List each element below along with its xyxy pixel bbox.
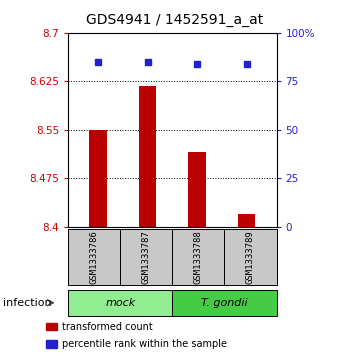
- Text: GDS4941 / 1452591_a_at: GDS4941 / 1452591_a_at: [86, 13, 264, 27]
- Text: percentile rank within the sample: percentile rank within the sample: [62, 339, 227, 349]
- Text: GSM1333786: GSM1333786: [90, 230, 99, 284]
- Text: mock: mock: [105, 298, 135, 308]
- Text: infection: infection: [4, 298, 52, 308]
- Text: GSM1333789: GSM1333789: [246, 230, 255, 284]
- Bar: [189, 152, 206, 227]
- Text: transformed count: transformed count: [62, 322, 153, 332]
- Text: GSM1333787: GSM1333787: [142, 230, 151, 284]
- Bar: [89, 130, 107, 227]
- Text: T. gondii: T. gondii: [201, 298, 248, 308]
- Bar: [139, 86, 156, 227]
- Bar: [238, 214, 256, 227]
- Text: GSM1333788: GSM1333788: [194, 230, 203, 284]
